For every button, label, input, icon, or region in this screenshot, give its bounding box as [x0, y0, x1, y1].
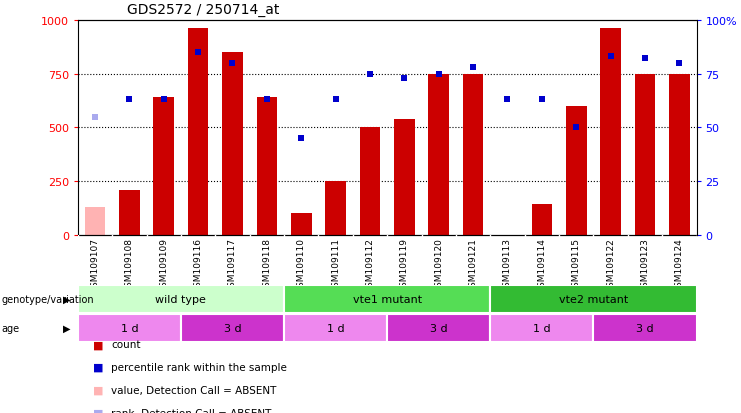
Text: GSM109117: GSM109117: [228, 238, 237, 293]
Text: GSM109108: GSM109108: [125, 238, 134, 293]
Bar: [284, 314, 387, 342]
Text: GSM109121: GSM109121: [468, 238, 478, 292]
Text: ▶: ▶: [63, 294, 70, 304]
Bar: [325, 182, 346, 235]
Text: wild type: wild type: [156, 294, 206, 304]
Bar: [153, 98, 174, 235]
Text: GSM109124: GSM109124: [675, 238, 684, 292]
Text: GSM109109: GSM109109: [159, 238, 168, 293]
Text: vte2 mutant: vte2 mutant: [559, 294, 628, 304]
Text: 3 d: 3 d: [637, 323, 654, 333]
Bar: [84, 207, 105, 235]
Bar: [566, 107, 587, 235]
Bar: [222, 53, 243, 235]
Text: rank, Detection Call = ABSENT: rank, Detection Call = ABSENT: [111, 408, 271, 413]
Text: 1 d: 1 d: [533, 323, 551, 333]
Text: GDS2572 / 250714_at: GDS2572 / 250714_at: [127, 3, 279, 17]
Text: GSM109123: GSM109123: [640, 238, 649, 292]
Bar: [256, 98, 277, 235]
Text: 1 d: 1 d: [121, 323, 138, 333]
Bar: [491, 314, 594, 342]
Bar: [119, 190, 139, 235]
Text: GSM109122: GSM109122: [606, 238, 615, 292]
Text: ▶: ▶: [63, 323, 70, 333]
Text: ■: ■: [93, 339, 103, 349]
Bar: [359, 128, 380, 235]
Bar: [600, 29, 621, 235]
Text: GSM109112: GSM109112: [365, 238, 374, 292]
Text: ■: ■: [93, 362, 103, 372]
Bar: [291, 214, 311, 235]
Bar: [78, 314, 181, 342]
Text: count: count: [111, 339, 141, 349]
Text: genotype/variation: genotype/variation: [1, 294, 94, 304]
Text: 1 d: 1 d: [327, 323, 345, 333]
Bar: [78, 285, 284, 313]
Bar: [187, 29, 208, 235]
Text: GSM109115: GSM109115: [572, 238, 581, 293]
Text: GSM109116: GSM109116: [193, 238, 202, 293]
Bar: [387, 314, 491, 342]
Text: age: age: [1, 323, 19, 333]
Text: ■: ■: [93, 385, 103, 395]
Text: ■: ■: [93, 408, 103, 413]
Text: 3 d: 3 d: [224, 323, 242, 333]
Text: GSM109114: GSM109114: [537, 238, 546, 292]
Text: value, Detection Call = ABSENT: value, Detection Call = ABSENT: [111, 385, 276, 395]
Bar: [181, 314, 284, 342]
Text: GSM109113: GSM109113: [503, 238, 512, 293]
Text: GSM109110: GSM109110: [296, 238, 306, 293]
Bar: [531, 204, 552, 235]
Text: GSM109111: GSM109111: [331, 238, 340, 293]
Bar: [491, 285, 697, 313]
Bar: [284, 285, 491, 313]
Text: vte1 mutant: vte1 mutant: [353, 294, 422, 304]
Bar: [669, 74, 690, 235]
Text: GSM109107: GSM109107: [90, 238, 99, 293]
Text: GSM109118: GSM109118: [262, 238, 271, 293]
Text: GSM109120: GSM109120: [434, 238, 443, 292]
Bar: [594, 314, 697, 342]
Bar: [463, 74, 483, 235]
Bar: [634, 74, 655, 235]
Text: GSM109119: GSM109119: [400, 238, 409, 293]
Text: 3 d: 3 d: [430, 323, 448, 333]
Text: percentile rank within the sample: percentile rank within the sample: [111, 362, 287, 372]
Bar: [394, 119, 415, 235]
Bar: [428, 74, 449, 235]
